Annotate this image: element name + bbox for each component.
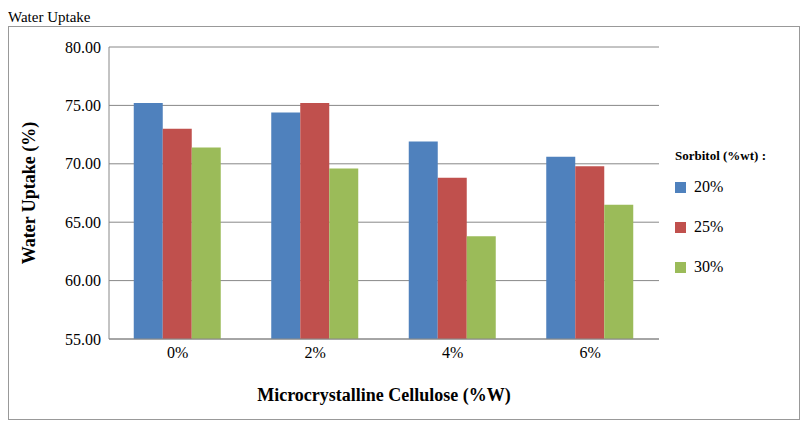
svg-text:65.00: 65.00 <box>65 214 101 231</box>
html-text:Sorbitol (%wt) :: Sorbitol (%wt) : <box>675 148 766 163</box>
svg-text:2%: 2% <box>305 344 326 361</box>
svg-text:70.00: 70.00 <box>65 155 101 172</box>
svg-text:75.00: 75.00 <box>65 97 101 114</box>
svg-text:Water Uptake (%): Water Uptake (%) <box>19 122 40 265</box>
html-text:20%: 20% <box>694 178 724 195</box>
svg-text:80.00: 80.00 <box>65 39 101 56</box>
svg-text:60.00: 60.00 <box>65 272 101 289</box>
svg-text:55.00: 55.00 <box>65 331 101 348</box>
html-text:Water Uptake: Water Uptake <box>8 9 91 25</box>
svg-text:Microcrystalline Cellulose (%W: Microcrystalline Cellulose (%W) <box>257 385 511 406</box>
svg-text:4%: 4% <box>442 344 463 361</box>
svg-text:6%: 6% <box>580 344 601 361</box>
svg-text:0%: 0% <box>167 344 188 361</box>
html-text:25%: 25% <box>694 218 724 235</box>
html-text:30%: 30% <box>694 258 724 275</box>
